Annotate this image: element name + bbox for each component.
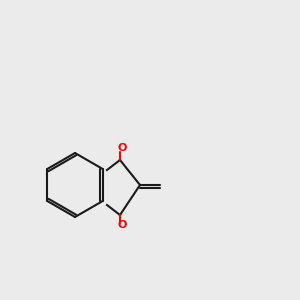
- Text: O: O: [117, 143, 127, 153]
- Text: O: O: [117, 220, 127, 230]
